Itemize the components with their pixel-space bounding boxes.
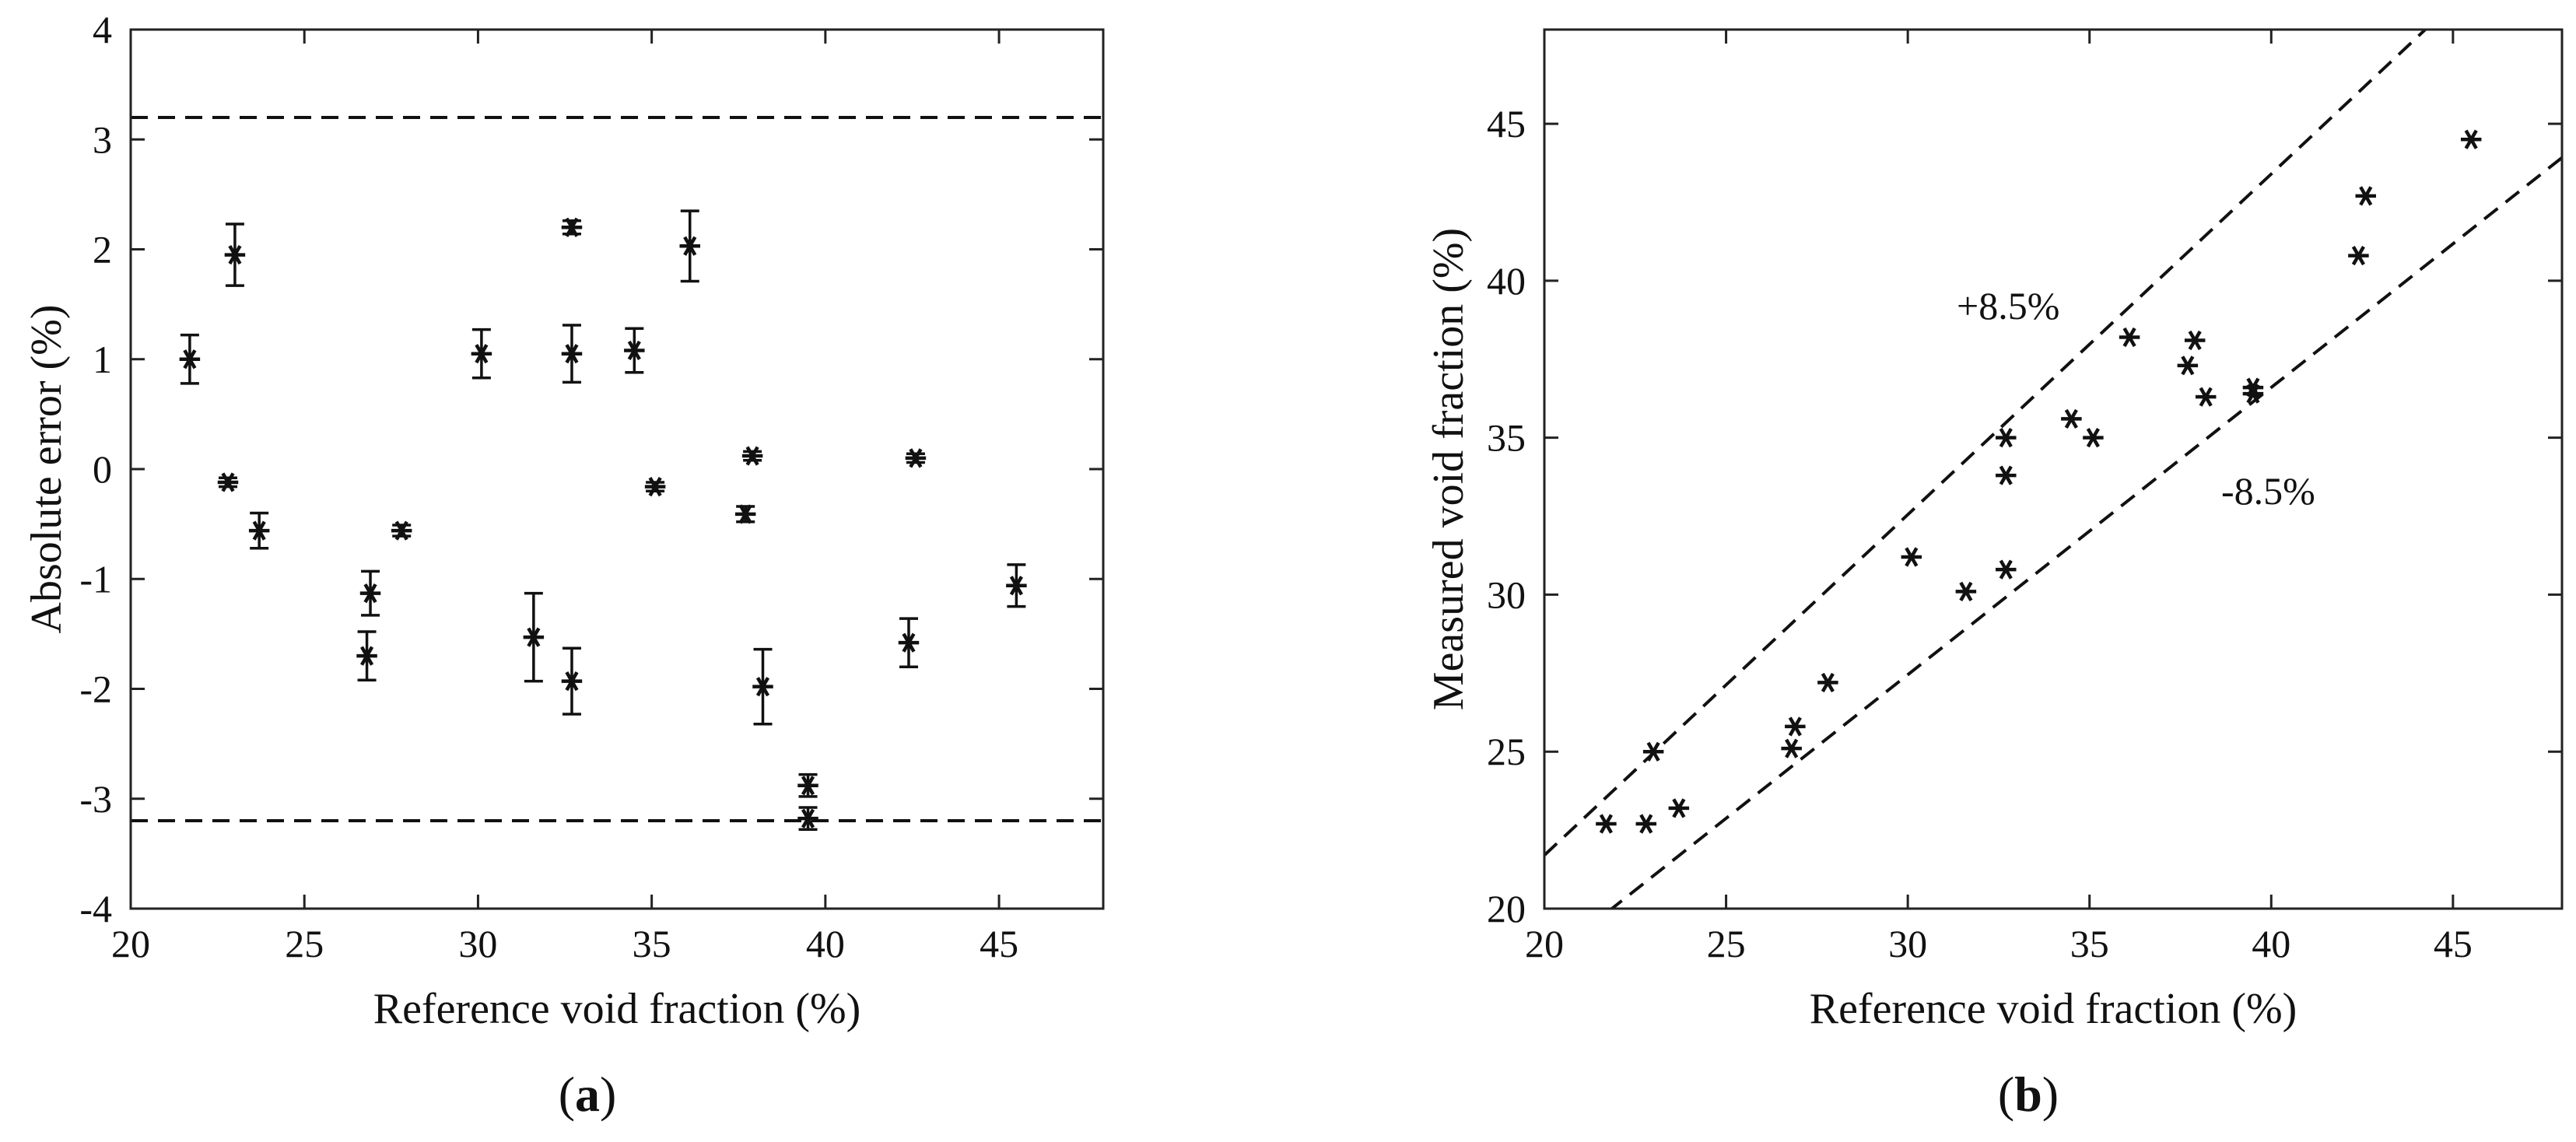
panel-a: 20 25 30 35 40 45 -4 -3 -2 -1 0 1 2 3 4 Reference void… — [23, 8, 1105, 1122]
panel-b-band-line — [1544, 30, 2428, 856]
panel-a-data-point — [224, 244, 246, 265]
panel-a-data-point — [1006, 576, 1027, 596]
panel-a-y-tick-label: 3 — [93, 117, 112, 161]
panel-b-x-tick-label: 30 — [1888, 922, 1927, 965]
panel-b-data-point — [1781, 738, 1802, 758]
panel-b-reference-lines — [1544, 30, 2562, 909]
panel-b-x-tick-label: 40 — [2252, 922, 2290, 965]
panel-a-x-axis-label: Reference void fraction (%) — [373, 985, 861, 1033]
panel-b-data-point — [1668, 798, 1690, 818]
panel-a-data-point — [561, 344, 583, 364]
panel-b-y-tick-label: 25 — [1487, 730, 1526, 773]
panel-b-x-axis-label: Reference void fraction (%) — [1810, 985, 2297, 1033]
panel-a-y-tick-label: 2 — [93, 228, 112, 271]
panel-b-data-point — [2460, 129, 2482, 149]
panel-b-data-point — [1817, 672, 1838, 693]
panel-a-data-point — [797, 776, 818, 796]
panel-b-data-point — [1996, 559, 2017, 580]
panel-b-data-point — [2195, 387, 2217, 407]
panel-a-ticks: 20 25 30 35 40 45 -4 -3 -2 -1 0 1 2 3 4 — [79, 8, 1103, 965]
panel-b-lower-band-label: -8.5% — [2221, 469, 2315, 513]
panel-a-data-point — [471, 344, 492, 364]
panel-b-band-line — [1609, 156, 2562, 909]
panel-b-data-point — [2061, 408, 2082, 429]
panel-b-data-point — [2355, 186, 2376, 206]
panel-a-plot-area — [129, 28, 1105, 910]
panel-b-y-tick-label: 20 — [1487, 887, 1526, 930]
panel-a-data-point — [797, 808, 818, 828]
panel-a-data-point — [734, 504, 756, 524]
panel-a-x-tick-label: 30 — [458, 922, 497, 965]
panel-a-y-tick-label: -1 — [79, 557, 112, 601]
panel-a-data-point — [248, 520, 270, 541]
panel-a-data-point — [679, 236, 700, 256]
panel-a-label: (a) — [559, 1067, 617, 1122]
panel-b-x-tick-label: 25 — [1707, 922, 1746, 965]
panel-a-x-tick-label: 45 — [980, 922, 1018, 965]
panel-a-x-tick-label: 20 — [111, 922, 150, 965]
panel-b-x-tick-label: 45 — [2434, 922, 2473, 965]
panel-b-data-point — [2184, 330, 2206, 351]
panel-b-data-point — [2242, 377, 2264, 398]
panel-b-data-point — [1785, 716, 1806, 737]
panel-a-y-tick-label: 1 — [93, 338, 112, 381]
panel-b-y-tick-label: 35 — [1487, 416, 1526, 460]
panel-b-y-tick-label: 40 — [1487, 259, 1526, 303]
panel-a-data-point — [391, 520, 412, 541]
panel-a-data-points — [179, 209, 1027, 832]
panel-b-x-tick-label: 20 — [1525, 922, 1564, 965]
panel-a-data-point — [523, 627, 545, 647]
panel-b-data-point — [1996, 428, 2017, 448]
panel-b-data-point — [1642, 741, 1664, 762]
panel-b-data-point — [1635, 814, 1657, 834]
panel-b-plot-area — [1543, 28, 2564, 910]
panel-b-label: (b) — [1998, 1067, 2059, 1122]
panel-a-y-tick-label: -4 — [79, 887, 112, 930]
panel-a-data-point — [561, 671, 583, 692]
panel-a-x-tick-label: 25 — [285, 922, 324, 965]
panel-a-x-tick-label: 35 — [633, 922, 671, 965]
panel-b-letter: b — [2014, 1067, 2042, 1122]
panel-b-y-tick-label: 45 — [1487, 102, 1526, 145]
panel-a-data-point — [905, 448, 927, 468]
panel-a-x-tick-label: 40 — [806, 922, 845, 965]
panel-a-y-tick-label: -2 — [79, 667, 112, 711]
panel-a-data-point — [561, 217, 583, 237]
panel-a-data-point — [217, 472, 239, 492]
panel-b-data-points — [1596, 129, 2482, 834]
panel-a-y-tick-label: -3 — [79, 777, 112, 821]
panel-a-reference-lines — [131, 116, 1103, 822]
panel-a-data-point — [644, 477, 666, 497]
panel-a-y-tick-label: 0 — [93, 447, 112, 491]
panel-b-x-tick-label: 35 — [2070, 922, 2109, 965]
panel-b-data-point — [1996, 465, 2017, 485]
panel-a-data-point — [898, 632, 920, 653]
panel-b-y-axis-label: Measured void fraction (%) — [1425, 228, 1473, 710]
panel-b-data-point — [2348, 245, 2369, 266]
panel-b-data-point — [2177, 356, 2199, 376]
panel-a-data-point — [624, 340, 645, 361]
panel-a-letter: a — [575, 1067, 600, 1122]
panel-b-data-point — [1955, 581, 1977, 601]
panel-b: 20 25 30 35 40 45 20 25 30 35 40 45 +8.5% -8.5% Ref… — [1425, 28, 2564, 1122]
panel-a-y-tick-label: 4 — [93, 8, 112, 51]
panel-b-data-point — [1901, 547, 1922, 567]
panel-b-data-point — [2083, 428, 2104, 448]
panel-a-y-axis-label: Absolute error (%) — [23, 305, 71, 634]
panel-b-upper-band-label: +8.5% — [1957, 284, 2059, 328]
panel-b-data-point — [2119, 327, 2140, 348]
panel-a-data-point — [752, 677, 773, 697]
panel-b-y-tick-label: 30 — [1487, 573, 1526, 616]
panel-a-data-point — [741, 446, 763, 466]
panel-b-ticks: 20 25 30 35 40 45 20 25 30 35 40 45 — [1487, 30, 2562, 965]
panel-b-data-point — [1596, 814, 1617, 834]
panel-a-data-point — [356, 646, 377, 666]
panel-a-data-point — [179, 349, 201, 370]
panel-a-data-point — [359, 583, 381, 604]
